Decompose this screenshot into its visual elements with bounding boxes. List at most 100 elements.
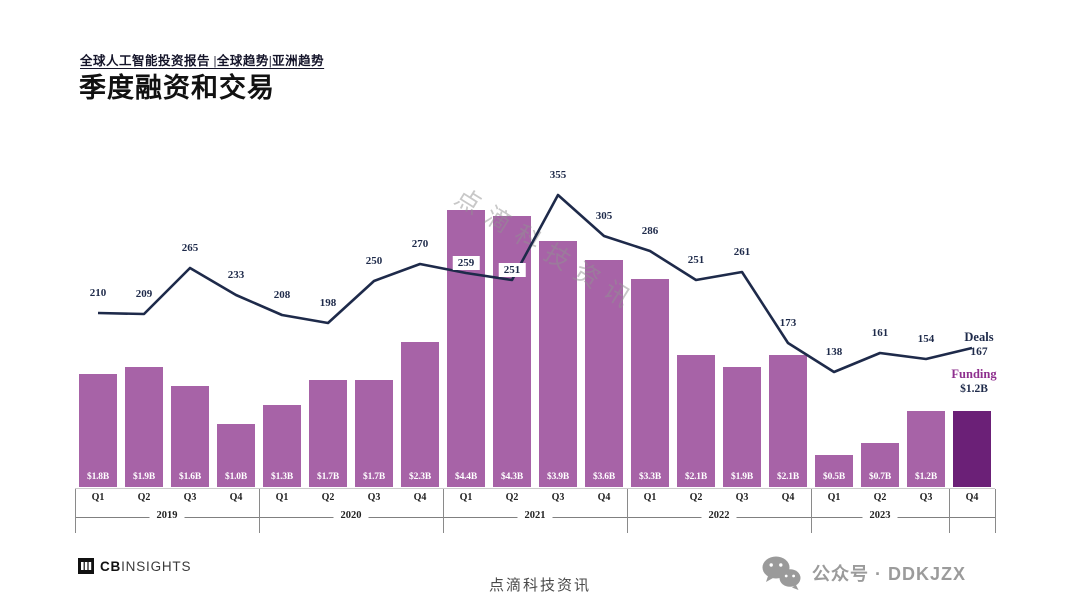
- deals-point-label: 251: [687, 254, 705, 266]
- quarter-label: Q2: [137, 492, 151, 503]
- deals-point-label: 355: [549, 169, 567, 181]
- year-separator-tick: [995, 489, 996, 533]
- wechat-footer: 公众号 · DDKJZX: [760, 554, 966, 592]
- deals-annotation-value: 167: [970, 346, 988, 359]
- deals-point-label: 270: [411, 238, 429, 250]
- quarter-label: Q1: [459, 492, 473, 503]
- year-bracket: 2021: [443, 510, 627, 521]
- cbinsights-logo: CBINSIGHTS: [78, 558, 191, 574]
- bar-value-label: $1.6B: [179, 472, 201, 482]
- bar-value-label: $2.3B: [409, 472, 431, 482]
- year-separator-tick: [811, 489, 812, 533]
- wechat-account-label: 公众号 · DDKJZX: [812, 564, 967, 584]
- funding-bar: $3.3B: [631, 279, 669, 487]
- quarter-label: Q4: [965, 492, 979, 503]
- funding-bar: $1.3B: [263, 405, 301, 487]
- deals-point-label: 210: [89, 287, 107, 299]
- year-bracket: 2023: [811, 510, 949, 521]
- deals-point-label: 208: [273, 289, 291, 301]
- bar-value-label: $3.9B: [547, 472, 569, 482]
- year-separator-tick: [75, 489, 76, 533]
- year-separator-tick: [627, 489, 628, 533]
- quarter-label: Q2: [321, 492, 335, 503]
- deals-annotation: Deals 167: [944, 329, 1014, 360]
- funding-annotation: Funding $1.2B: [934, 366, 1014, 397]
- deals-point-label: 259: [452, 256, 480, 270]
- bar-value-label: $1.7B: [363, 472, 385, 482]
- deals-point-label: 265: [181, 242, 199, 254]
- footer-watermark-text: 点滴科技资讯: [488, 578, 591, 594]
- quarter-label: Q1: [643, 492, 657, 503]
- funding-bar: $0.5B: [815, 455, 853, 487]
- x-axis-line: [75, 488, 995, 489]
- year-bracket: 2020: [259, 510, 443, 521]
- bar-value-label: $0.5B: [823, 472, 845, 482]
- year-label: 2019: [149, 510, 185, 521]
- year-label: 2021: [517, 510, 553, 521]
- logo-insights: INSIGHTS: [121, 558, 192, 574]
- bar-value-label: $3.3B: [639, 472, 661, 482]
- funding-bar: $1.9B: [723, 367, 761, 487]
- bar-value-label: $2.1B: [777, 472, 799, 482]
- deals-point-label: 261: [733, 246, 751, 258]
- bar-value-label: $2.1B: [685, 472, 707, 482]
- year-label: 2023: [862, 510, 898, 521]
- funding-bar: $1.8B: [79, 374, 117, 487]
- deals-point-label: 286: [641, 225, 659, 237]
- bar-value-label: $1.8B: [87, 472, 109, 482]
- funding-bar: $1.2B: [907, 411, 945, 487]
- deals-point-label: 198: [319, 297, 337, 309]
- year-label: 2022: [701, 510, 737, 521]
- year-separator-tick: [259, 489, 260, 533]
- report-tagline: 全球人工智能投资报告 |全球趋势|亚洲趋势: [80, 54, 325, 68]
- bar-value-label: $1.9B: [133, 472, 155, 482]
- quarter-label: Q3: [367, 492, 381, 503]
- funding-bar: $2.3B: [401, 342, 439, 487]
- deals-annotation-title: Deals: [964, 330, 994, 344]
- year-bracket: 2019: [75, 510, 259, 521]
- deals-point-label: 161: [871, 327, 889, 339]
- deals-point-label: 209: [135, 288, 153, 300]
- bar-value-label: $1.2B: [915, 472, 937, 482]
- bar-value-label: $1.7B: [317, 472, 339, 482]
- deals-point-label: 251: [498, 263, 526, 277]
- bar-value-label: $4.4B: [455, 472, 477, 482]
- quarter-label: Q4: [781, 492, 795, 503]
- quarter-label: Q4: [229, 492, 243, 503]
- deals-point-label: 233: [227, 269, 245, 281]
- quarter-label: Q4: [597, 492, 611, 503]
- quarter-label: Q2: [505, 492, 519, 503]
- cbinsights-logo-text: CBINSIGHTS: [100, 559, 191, 574]
- funding-bar-highlight: [953, 411, 991, 487]
- logo-cb: CB: [100, 558, 122, 574]
- quarter-label: Q3: [551, 492, 565, 503]
- quarter-label: Q1: [275, 492, 289, 503]
- quarter-label: Q4: [413, 492, 427, 503]
- funding-annotation-value: $1.2B: [960, 383, 988, 396]
- bar-value-label: $0.7B: [869, 472, 891, 482]
- year-bracket: 2022: [627, 510, 811, 521]
- bar-value-label: $1.0B: [225, 472, 247, 482]
- cbinsights-logo-icon: [78, 558, 94, 574]
- quarter-label: Q3: [183, 492, 197, 503]
- quarter-label: Q2: [873, 492, 887, 503]
- funding-bar: $1.6B: [171, 386, 209, 487]
- deals-point-label: 173: [779, 317, 797, 329]
- bar-value-label: $1.3B: [271, 472, 293, 482]
- funding-bar: $1.7B: [355, 380, 393, 487]
- quarter-label: Q1: [91, 492, 105, 503]
- deals-point-label: 138: [825, 346, 843, 358]
- funding-bar: $1.9B: [125, 367, 163, 487]
- quarter-label: Q3: [735, 492, 749, 503]
- bar-value-label: $3.6B: [593, 472, 615, 482]
- year-separator-tick: [949, 489, 950, 533]
- wechat-icon: [762, 556, 801, 590]
- year-bracket: [949, 517, 995, 518]
- bar-value-label: $1.9B: [731, 472, 753, 482]
- funding-bar: $2.1B: [677, 355, 715, 487]
- page-title: 季度融资和交易: [79, 73, 275, 103]
- funding-bar: $0.7B: [861, 443, 899, 487]
- quarter-label: Q2: [689, 492, 703, 503]
